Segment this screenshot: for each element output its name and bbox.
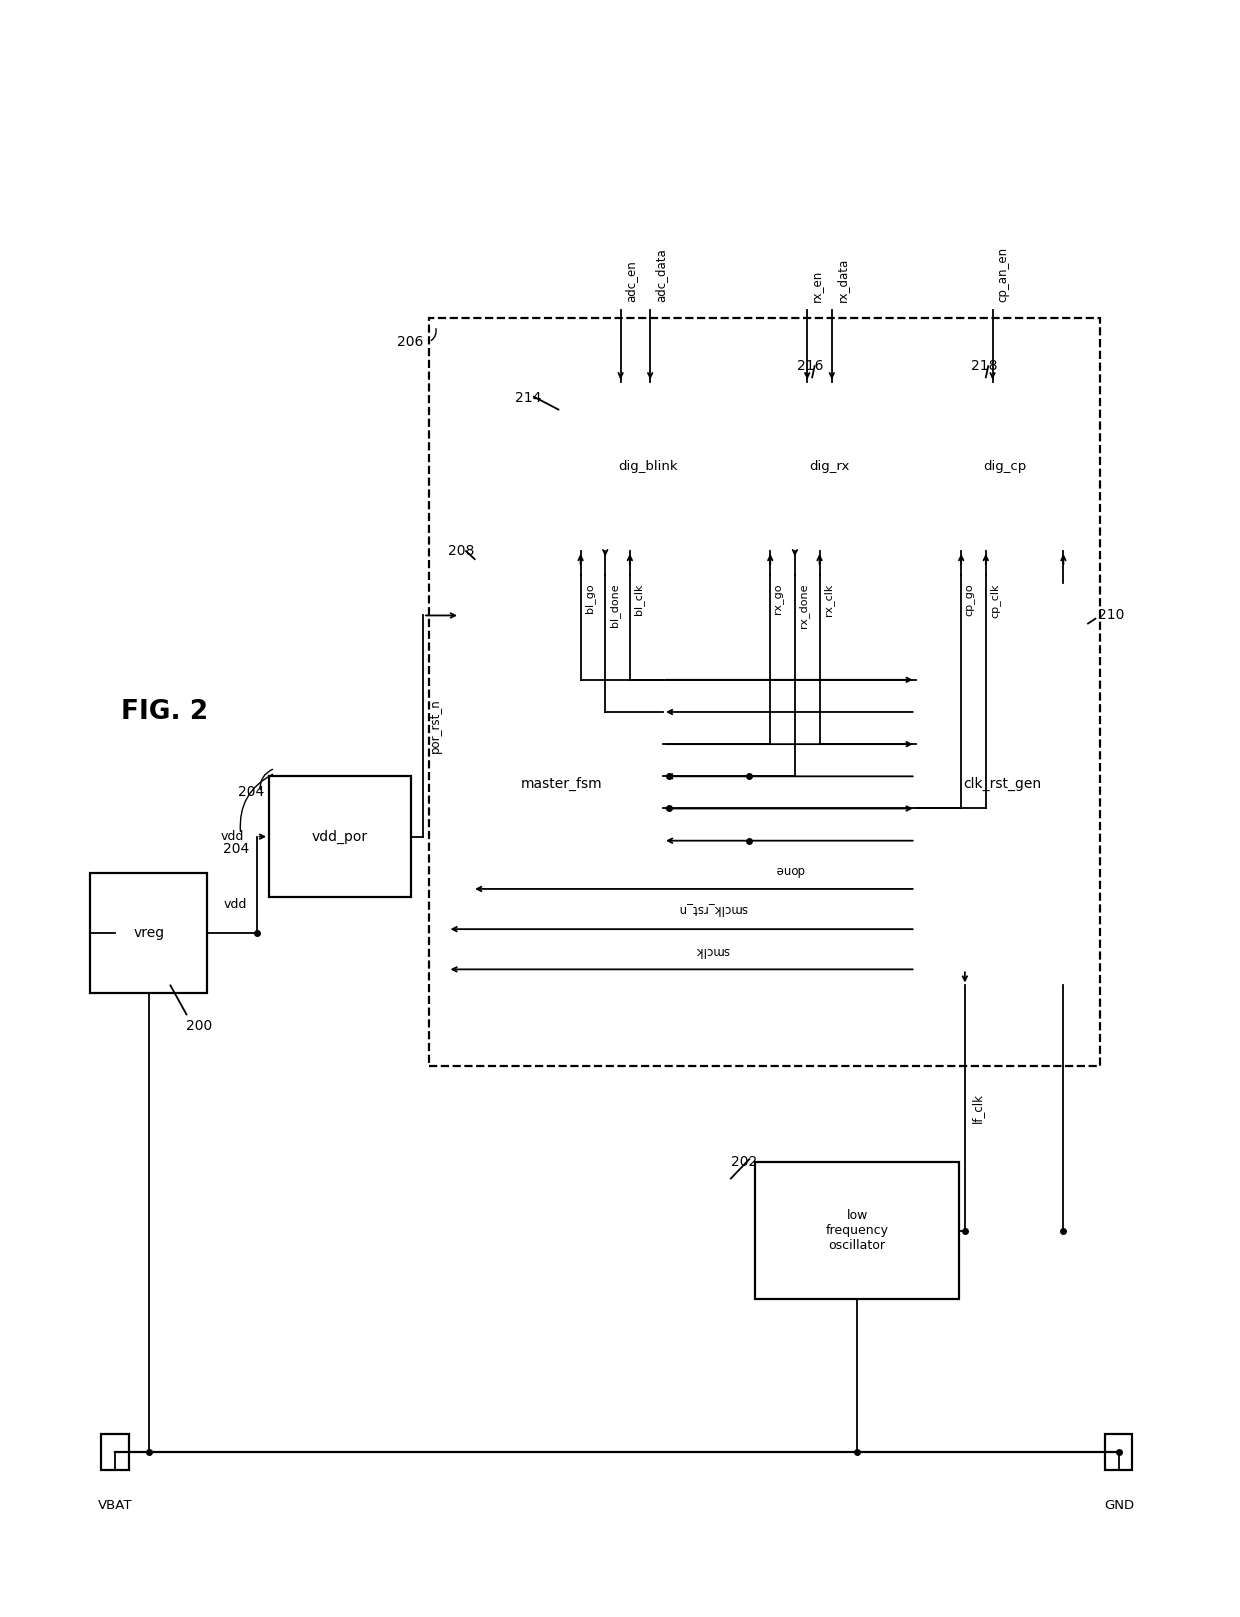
Text: 214: 214	[516, 391, 542, 406]
Bar	[755, 1163, 959, 1298]
Text: bl_done: bl_done	[609, 584, 620, 627]
Text: vdd: vdd	[223, 897, 247, 910]
Text: cp_clk: cp_clk	[990, 584, 1001, 618]
Text: master_fsm: master_fsm	[521, 778, 603, 791]
Text: vdd_por: vdd_por	[311, 830, 368, 844]
Text: adc_data: adc_data	[653, 247, 667, 302]
Text: lf_clk: lf_clk	[971, 1093, 985, 1124]
Text: rx_clk: rx_clk	[823, 584, 835, 616]
Text: 204: 204	[223, 842, 249, 855]
Text: dig_rx: dig_rx	[810, 461, 849, 474]
Text: cp_an_en: cp_an_en	[996, 247, 1009, 302]
Text: dig_cp: dig_cp	[983, 461, 1027, 474]
Text: por_rst_n: por_rst_n	[429, 699, 443, 754]
Bar	[429, 319, 1100, 1066]
Text: GND: GND	[1104, 1499, 1133, 1512]
Text: rx_data: rx_data	[836, 257, 848, 302]
Bar	[102, 1434, 129, 1470]
Text: 204: 204	[238, 786, 264, 799]
Text: 208: 208	[448, 543, 474, 558]
Text: FIG. 2: FIG. 2	[122, 699, 208, 724]
Text: bl_clk: bl_clk	[634, 584, 645, 614]
Bar	[755, 382, 903, 551]
Text: 200: 200	[186, 1019, 213, 1033]
Text: bl_go: bl_go	[584, 584, 595, 613]
Text: rx_en: rx_en	[811, 270, 823, 302]
Bar	[269, 776, 410, 897]
Text: 216: 216	[797, 359, 823, 374]
Text: 202: 202	[730, 1156, 758, 1169]
Text: 206: 206	[397, 335, 423, 349]
Text: cp_go: cp_go	[965, 584, 975, 616]
Bar	[460, 584, 663, 985]
Text: vreg: vreg	[134, 927, 165, 939]
Text: rx_done: rx_done	[799, 584, 810, 627]
Text: done: done	[775, 863, 804, 876]
Text: rx_go: rx_go	[774, 584, 784, 614]
Text: dig_blink: dig_blink	[618, 461, 677, 474]
Bar	[1105, 1434, 1132, 1470]
Bar	[934, 382, 1076, 551]
Text: smclk_rst_n: smclk_rst_n	[678, 904, 746, 917]
Text: vdd: vdd	[221, 830, 244, 842]
Bar	[558, 382, 737, 551]
Text: smclk: smclk	[696, 944, 729, 957]
Text: low
frequency
oscillator: low frequency oscillator	[826, 1210, 889, 1252]
Bar	[91, 873, 207, 993]
Text: VBAT: VBAT	[98, 1499, 133, 1512]
Bar	[915, 584, 1087, 985]
Text: 210: 210	[1097, 608, 1125, 623]
Text: adc_en: adc_en	[624, 260, 637, 302]
Text: 218: 218	[971, 359, 997, 374]
Text: clk_rst_gen: clk_rst_gen	[962, 778, 1040, 791]
